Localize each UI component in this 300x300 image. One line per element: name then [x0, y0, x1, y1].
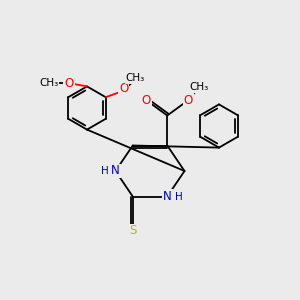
Text: S: S [129, 224, 136, 238]
Text: CH₃: CH₃ [125, 73, 145, 83]
Text: O: O [119, 82, 128, 95]
Text: O: O [184, 94, 193, 107]
Text: CH₃: CH₃ [189, 82, 208, 92]
Text: N: N [111, 164, 120, 178]
Text: O: O [64, 77, 74, 90]
Text: H: H [175, 191, 182, 202]
Text: H: H [101, 166, 109, 176]
Text: CH₃: CH₃ [39, 78, 58, 88]
Text: O: O [142, 94, 151, 107]
Text: N: N [163, 190, 172, 203]
